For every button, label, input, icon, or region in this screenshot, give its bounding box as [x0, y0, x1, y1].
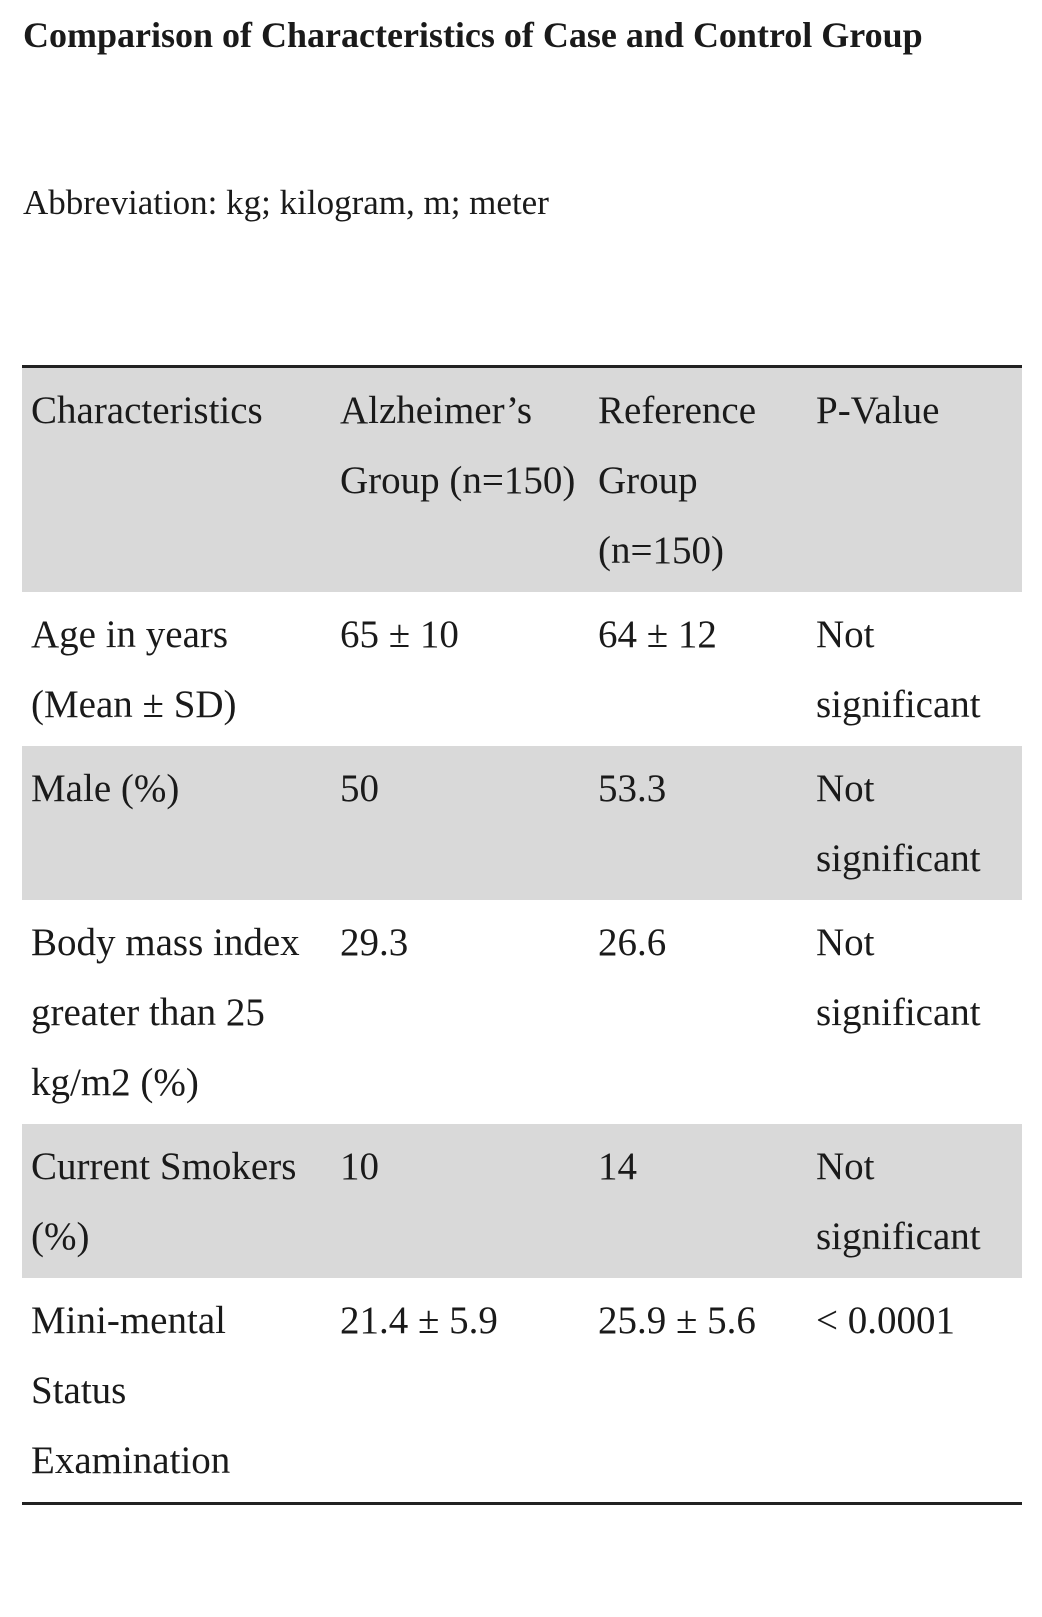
header-p-value: P-Value: [816, 389, 940, 432]
cell-characteristic: Mini-mental Status Examination: [31, 1299, 231, 1482]
table-row: Male (%) 50 53.3 Not significant: [22, 746, 1022, 900]
cell-p-value: Not significant: [816, 921, 981, 1034]
cell-characteristic: Current Smokers (%): [31, 1145, 297, 1258]
table-row: Body mass index greater than 25 kg/m2 (%…: [22, 900, 1022, 1124]
cell-p-value: Not significant: [816, 1145, 981, 1258]
cell-characteristic: Body mass index greater than 25 kg/m2 (%…: [31, 921, 300, 1104]
header-characteristics: Characteristics: [31, 389, 263, 432]
cell-alzheimers-value: 29.3: [340, 921, 409, 964]
cell-p-value: Not significant: [816, 613, 981, 726]
characteristics-table: Characteristics Alzheimer’s Group (n=150…: [22, 365, 1022, 1505]
cell-p-value: < 0.0001: [816, 1299, 955, 1342]
cell-alzheimers-value: 50: [340, 767, 379, 810]
abbreviation-note: Abbreviation: kg; kilogram, m; meter: [23, 183, 549, 222]
cell-reference-value: 64 ± 12: [598, 613, 717, 656]
cell-reference-value: 53.3: [598, 767, 667, 810]
cell-characteristic: Age in years (Mean ± SD): [31, 613, 237, 726]
cell-alzheimers-value: 10: [340, 1145, 379, 1188]
cell-alzheimers-value: 21.4 ± 5.9: [340, 1299, 498, 1342]
table-row: Current Smokers (%) 10 14 Not significan…: [22, 1124, 1022, 1278]
cell-reference-value: 26.6: [598, 921, 667, 964]
table-row: Age in years (Mean ± SD) 65 ± 10 64 ± 12…: [22, 592, 1022, 746]
table-row: Mini-mental Status Examination 21.4 ± 5.…: [22, 1278, 1022, 1504]
header-reference-group: Reference Group (n=150): [598, 389, 757, 572]
table-header-row: Characteristics Alzheimer’s Group (n=150…: [22, 366, 1022, 592]
cell-reference-value: 25.9 ± 5.6: [598, 1299, 756, 1342]
table-title: Comparison of Characteristics of Case an…: [23, 15, 923, 55]
cell-reference-value: 14: [598, 1145, 637, 1188]
cell-characteristic: Male (%): [31, 767, 180, 810]
cell-p-value: Not significant: [816, 767, 981, 880]
cell-alzheimers-value: 65 ± 10: [340, 613, 459, 656]
header-alzheimers-group: Alzheimer’s Group (n=150): [340, 389, 576, 502]
